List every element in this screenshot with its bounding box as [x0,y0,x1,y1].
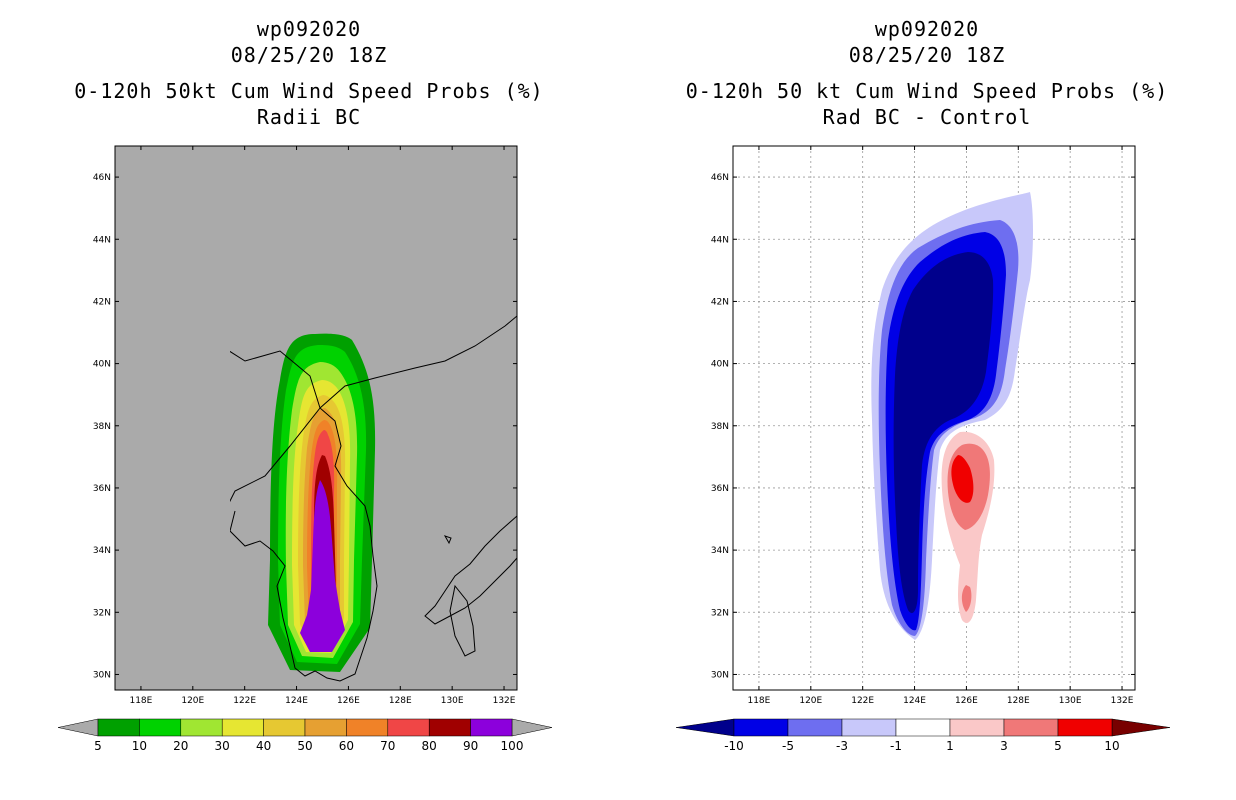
x-tick-label: 124E [903,696,926,706]
colorbar-label: 5 [1054,739,1062,753]
right-map-frame [732,145,1136,691]
left-probability-field [268,333,376,672]
colorbar-label: -1 [890,739,902,753]
colorbar-segment [733,718,789,737]
colorbar-segment [1057,718,1113,737]
y-tick-label: 34N [711,546,729,556]
y-tick-label: 32N [93,608,111,618]
right-axis-ticks: 118E 120E 122E 124E 126E 128E 130E 132E 30N 32N 34… [711,146,1135,706]
colorbar-label: -10 [724,739,744,753]
colorbar-label: 10 [1104,739,1119,753]
x-tick-label: 130E [441,696,464,706]
x-tick-label: 124E [285,696,308,706]
left-title-storm: wp092020 [256,17,362,41]
y-tick-label: 42N [93,297,111,307]
x-tick-label: 132E [493,696,516,706]
y-tick-label: 38N [93,422,111,432]
prob-contour-90 [300,480,345,652]
colorbar-segment [949,718,1005,737]
right-title-subtitle: Rad BC - Control [822,105,1032,129]
x-tick-label: 126E [337,696,360,706]
colorbar-segment [895,718,951,737]
x-tick-label: 122E [233,696,256,706]
right-colorbar: -10 -5 -3 -1 1 3 5 10 [675,718,1171,753]
y-tick-label: 44N [711,235,729,245]
diff-contour-minus10 [893,252,994,614]
y-tick-label: 46N [93,173,111,183]
y-tick-label: 44N [93,235,111,245]
left-map-panel: 118E 120E 122E 124E 126E 128E 130E 132E 30N 32N 34… [93,145,518,739]
colorbar-segment [263,718,306,737]
colorbar-label: 10 [132,739,147,753]
left-title-subtitle: Radii BC [256,105,362,129]
y-tick-label: 36N [711,484,729,494]
left-title-product: 0-120h 50kt Cum Wind Speed Probs (%) [74,79,544,103]
colorbar-label: 60 [339,739,354,753]
right-difference-field [871,192,1033,640]
x-tick-label: 128E [1007,696,1030,706]
colorbar-segment [1003,718,1059,737]
colorbar-label: 5 [94,739,102,753]
colorbar-label: 1 [946,739,954,753]
x-tick-label: 126E [955,696,978,706]
x-tick-label: 118E [747,696,770,706]
left-map-frame [114,145,518,691]
y-tick-label: 42N [711,297,729,307]
colorbar-label: 50 [297,739,312,753]
left-title-date: 08/25/20 18Z [230,43,388,67]
colorbar-segment [139,718,182,737]
colorbar-label: 20 [173,739,188,753]
colorbar-label: -3 [836,739,848,753]
y-tick-label: 46N [711,173,729,183]
x-tick-label: 132E [1111,696,1134,706]
left-axis-ticks: 118E 120E 122E 124E 126E 128E 130E 132E 30N 32N 34… [93,146,517,706]
colorbar-label: 3 [1000,739,1008,753]
colorbar-segment [787,718,843,737]
colorbar-segment [346,718,389,737]
colorbar-segment [841,718,897,737]
y-tick-label: 34N [93,546,111,556]
colorbar-arrow-low [57,718,99,737]
colorbar-arrow-low [675,718,735,737]
right-title-product: 0-120h 50 kt Cum Wind Speed Probs (%) [685,79,1169,103]
x-tick-label: 122E [851,696,874,706]
diff-contour-plus5 [951,455,974,503]
colorbar-segment [304,718,347,737]
colorbar-label: 40 [256,739,271,753]
colorbar-arrow-high [511,718,553,737]
colorbar-label: 30 [215,739,230,753]
left-panel-title: wp092020 08/25/20 18Z 0-120h 50kt Cum Wi… [54,16,564,130]
colorbar-label: 80 [422,739,437,753]
y-tick-label: 32N [711,608,729,618]
colorbar-label: -5 [782,739,794,753]
colorbar-label: 100 [501,739,524,753]
colorbar-label: 70 [380,739,395,753]
y-tick-label: 40N [711,360,729,370]
colorbar-segment [180,718,223,737]
left-colorbar: 5 10 20 30 40 50 60 70 80 90 100 [57,718,553,753]
y-tick-label: 40N [93,360,111,370]
colorbar-segment [428,718,471,737]
y-tick-label: 30N [711,670,729,680]
colorbar-label: 90 [463,739,478,753]
y-tick-label: 36N [93,484,111,494]
x-tick-label: 118E [129,696,152,706]
y-tick-label: 30N [93,670,111,680]
right-title-storm: wp092020 [874,17,980,41]
colorbar-segment [97,718,140,737]
right-panel-title: wp092020 08/25/20 18Z 0-120h 50 kt Cum W… [672,16,1182,130]
colorbar-segment [221,718,264,737]
x-tick-label: 130E [1059,696,1082,706]
y-tick-label: 38N [711,422,729,432]
x-tick-label: 128E [389,696,412,706]
diff-contour-plus3-south [961,585,972,612]
x-tick-label: 120E [181,696,204,706]
colorbar-segment [470,718,513,737]
x-tick-label: 120E [799,696,822,706]
colorbar-segment [387,718,430,737]
colorbar-arrow-high [1111,718,1171,737]
right-title-date: 08/25/20 18Z [848,43,1006,67]
right-map-panel: 118E 120E 122E 124E 126E 128E 130E 132E 30N 32N 34… [711,145,1136,706]
